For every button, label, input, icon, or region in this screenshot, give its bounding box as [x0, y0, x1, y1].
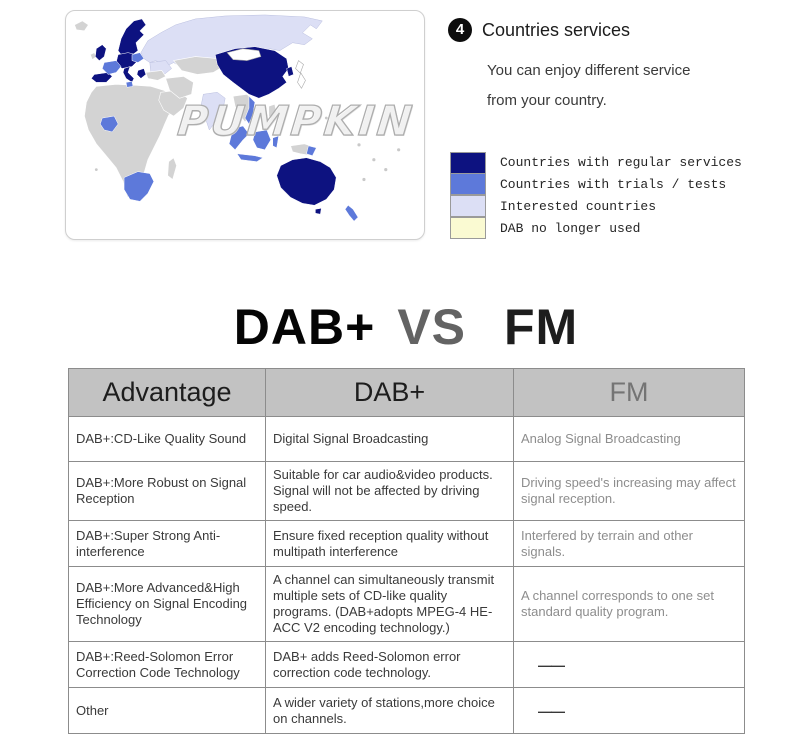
- legend-item: Interested countries: [450, 195, 742, 218]
- cell-fm-dash: ——: [513, 641, 745, 688]
- legend-label: Countries with regular services: [500, 155, 742, 170]
- map-legend: Countries with regular services Countrie…: [450, 152, 742, 240]
- column-header-dab: DAB+: [265, 368, 514, 417]
- description-line: from your country.: [487, 92, 607, 109]
- cell-dab: A wider variety of stations,more choice …: [265, 687, 514, 734]
- section-description: You can enjoy different service from you…: [487, 56, 793, 116]
- countries-services-section: PUMPKIN 4 Countries services You can enj…: [0, 0, 800, 240]
- column-header-advantage: Advantage: [68, 368, 266, 417]
- legend-item: DAB no longer used: [450, 217, 742, 240]
- legend-swatch-trials: [450, 173, 486, 195]
- cell-advantage: DAB+:CD-Like Quality Sound: [68, 416, 266, 462]
- cell-advantage: DAB+:More Advanced&High Efficiency on Si…: [68, 566, 266, 642]
- cell-advantage: DAB+:Reed-Solomon Error Correction Code …: [68, 641, 266, 688]
- map-regions-other: [74, 20, 401, 201]
- section-title: Countries services: [482, 19, 631, 40]
- table-row: DAB+:More Advanced&High Efficiency on Si…: [68, 566, 745, 642]
- world-map: PUMPKIN: [65, 10, 425, 240]
- table-row: DAB+:Super Strong Anti-interference Ensu…: [68, 520, 745, 567]
- table-row: DAB+:More Robust on Signal Reception Sui…: [68, 461, 745, 521]
- cell-dab: Ensure fixed reception quality without m…: [265, 520, 514, 567]
- cell-fm: Analog Signal Broadcasting: [513, 416, 745, 462]
- cell-dab: Suitable for car audio&video products. S…: [265, 461, 514, 521]
- title-fm: FM: [504, 299, 579, 355]
- world-map-graphic: [74, 14, 401, 222]
- legend-item: Countries with regular services: [450, 152, 742, 174]
- map-regions-interested: [140, 14, 323, 131]
- title-dab: DAB+: [233, 299, 376, 355]
- description-line: You can enjoy different service: [487, 62, 691, 79]
- cell-fm-dash: ——: [513, 687, 745, 734]
- cell-advantage: DAB+:Super Strong Anti-interference: [68, 520, 266, 567]
- section-heading: 4 Countries services: [448, 18, 793, 42]
- legend-swatch-regular: [450, 152, 486, 174]
- comparison-table: Advantage DAB+ FM DAB+:CD-Like Quality S…: [68, 368, 745, 734]
- legend-item: Countries with trials / tests: [450, 173, 742, 196]
- cell-fm: Interfered by terrain and other signals.: [513, 520, 745, 567]
- cell-dab: A channel can simultaneously transmit mu…: [265, 566, 514, 642]
- cell-dab: Digital Signal Broadcasting: [265, 416, 514, 462]
- legend-swatch-interested: [450, 195, 486, 217]
- table-header-row: Advantage DAB+ FM: [68, 368, 745, 417]
- table-row: DAB+:Reed-Solomon Error Correction Code …: [68, 641, 745, 688]
- table-row: Other A wider variety of stations,more c…: [68, 687, 745, 734]
- title-vs: VS: [397, 299, 467, 355]
- map-regions-white: [226, 48, 306, 89]
- legend-label: Countries with trials / tests: [500, 177, 727, 192]
- cell-advantage: DAB+:More Robust on Signal Reception: [68, 461, 266, 521]
- section-number-badge: 4: [448, 18, 472, 42]
- table-row: DAB+:CD-Like Quality Sound Digital Signa…: [68, 416, 745, 462]
- comparison-title: DAB+ VS FM: [68, 300, 744, 354]
- countries-services-panel: 4 Countries services You can enjoy diffe…: [448, 18, 793, 239]
- cell-advantage: Other: [68, 687, 266, 734]
- cell-dab: DAB+ adds Reed-Solomon error correction …: [265, 641, 514, 688]
- cell-fm: A channel corresponds to one set standar…: [513, 566, 745, 642]
- column-header-fm: FM: [513, 368, 745, 417]
- cell-fm: Driving speed's increasing may affect si…: [513, 461, 745, 521]
- legend-label: DAB no longer used: [500, 221, 641, 236]
- legend-swatch-nolonger: [450, 217, 486, 239]
- legend-label: Interested countries: [500, 199, 657, 214]
- map-regions-trials: [99, 52, 359, 222]
